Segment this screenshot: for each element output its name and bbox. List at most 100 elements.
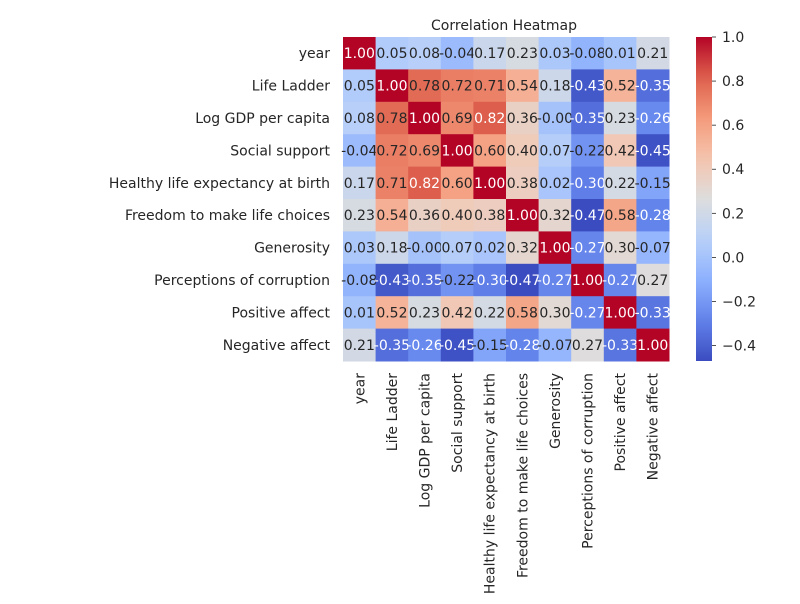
heatmap-cell (440, 328, 474, 362)
cell-value-label: 0.42 (605, 143, 636, 159)
heatmap-cell (636, 231, 670, 265)
cell-value-label: 0.40 (442, 208, 473, 224)
cell-value-label: -0.15 (635, 176, 671, 192)
cell-value-label: 0.01 (605, 46, 636, 62)
heatmap-cell (343, 263, 377, 297)
heatmap-cell (571, 328, 605, 362)
cell-value-label: -0.08 (569, 46, 605, 62)
heatmap-cell (440, 231, 474, 265)
cell-value-label: -0.33 (635, 305, 671, 321)
cell-value-label: -0.07 (635, 241, 671, 257)
cell-value-label: 0.38 (474, 208, 505, 224)
cell-value-label: -0.26 (635, 111, 671, 127)
heatmap-cell (408, 166, 442, 200)
heatmap-cell (375, 328, 409, 362)
heatmap-cell (506, 37, 540, 70)
cell-value-label: 0.42 (442, 305, 473, 321)
heatmap-cell (636, 134, 670, 168)
y-tick-label: Negative affect (223, 338, 331, 354)
cell-value-label: 0.23 (409, 305, 440, 321)
heatmap-cell (603, 199, 637, 232)
heatmap-cell (343, 231, 377, 265)
cell-value-label: -0.45 (439, 338, 475, 354)
cell-value-label: 1.00 (637, 338, 668, 354)
cell-value-label: 1.00 (376, 79, 407, 95)
cell-value-label: -0.35 (374, 338, 410, 354)
cell-value-label: -0.27 (602, 273, 638, 289)
x-tick-label: Log GDP per capita (418, 373, 434, 508)
cell-value-label: -0.35 (635, 79, 671, 95)
y-tick-label: Life Ladder (252, 79, 330, 95)
cell-value-label: 0.82 (474, 111, 505, 127)
cell-value-label: -0.47 (504, 273, 540, 289)
colorbar-tick-label: 0.4 (722, 162, 744, 178)
heatmap-cell (506, 69, 540, 103)
cell-value-label: 0.78 (376, 111, 407, 127)
heatmap-cell (408, 231, 442, 265)
cell-value-label: 0.54 (507, 79, 538, 95)
heatmap-cell (636, 263, 670, 297)
cell-value-label: 0.58 (507, 305, 538, 321)
heatmap-cell (375, 69, 409, 103)
y-tick-label: year (299, 46, 330, 62)
cell-value-label: 1.00 (474, 176, 505, 192)
heatmap-cell (636, 101, 670, 135)
heatmap-cell (636, 69, 670, 103)
heatmap-cell (440, 199, 474, 232)
cell-value-label: 1.00 (409, 111, 440, 127)
heatmap-cell (473, 199, 507, 232)
colorbar-tick-label: 0.2 (722, 206, 744, 222)
cell-value-label: 1.00 (572, 273, 603, 289)
heatmap-cell (506, 134, 540, 168)
cell-value-label: 1.00 (605, 305, 636, 321)
cell-value-label: 0.02 (474, 241, 505, 257)
heatmap-cell (408, 296, 442, 330)
cell-value-label: 0.71 (376, 176, 407, 192)
cell-value-label: 1.00 (507, 208, 538, 224)
cell-value-label: 0.40 (507, 143, 538, 159)
heatmap-cell (506, 166, 540, 200)
cell-value-label: -0.30 (569, 176, 605, 192)
cell-value-label: -0.27 (569, 241, 605, 257)
cell-value-label: -0.35 (569, 111, 605, 127)
cell-value-label: -0.00 (537, 111, 573, 127)
cell-value-label: -0.26 (406, 338, 442, 354)
cell-value-label: 0.08 (344, 111, 375, 127)
heatmap-cell (408, 101, 442, 135)
heatmap-cell (506, 328, 540, 362)
heatmap-cell (538, 166, 572, 200)
cell-value-label: 0.78 (409, 79, 440, 95)
cell-value-label: 0.72 (376, 143, 407, 159)
cell-value-label: 0.18 (539, 79, 570, 95)
colorbar-gradient (696, 37, 712, 361)
heatmap-cell (375, 37, 409, 70)
cell-value-label: 1.00 (539, 241, 570, 257)
heatmap-cell (375, 134, 409, 168)
cell-value-label: 0.69 (409, 143, 440, 159)
cell-value-label: 0.58 (605, 208, 636, 224)
heatmap-cell (603, 231, 637, 265)
colorbar-tick-label: 0.6 (722, 118, 744, 134)
heatmap-cell (440, 69, 474, 103)
cell-value-label: 0.22 (474, 305, 505, 321)
heatmap-cell (506, 263, 540, 297)
chart-title: Correlation Heatmap (431, 18, 577, 34)
x-tick-label: Perceptions of corruption (581, 373, 597, 549)
heatmap-cell (603, 263, 637, 297)
cell-value-label: 0.54 (376, 208, 407, 224)
heatmap-cell (473, 134, 507, 168)
y-tick-label: Generosity (254, 241, 330, 257)
cell-value-label: 0.23 (605, 111, 636, 127)
cell-value-label: 0.71 (474, 79, 505, 95)
x-tick-label: year (352, 373, 368, 404)
colorbar-tick-label: 1.0 (722, 30, 744, 46)
y-tick-label: Social support (230, 143, 330, 159)
cell-value-label: 1.00 (344, 46, 375, 62)
cell-value-label: 0.60 (442, 176, 473, 192)
heatmap-cell (375, 296, 409, 330)
cell-value-label: 0.03 (539, 46, 570, 62)
x-tick-label: Healthy life expectancy at birth (483, 373, 499, 594)
heatmap-cell (408, 37, 442, 70)
cell-value-label: 0.30 (605, 241, 636, 257)
